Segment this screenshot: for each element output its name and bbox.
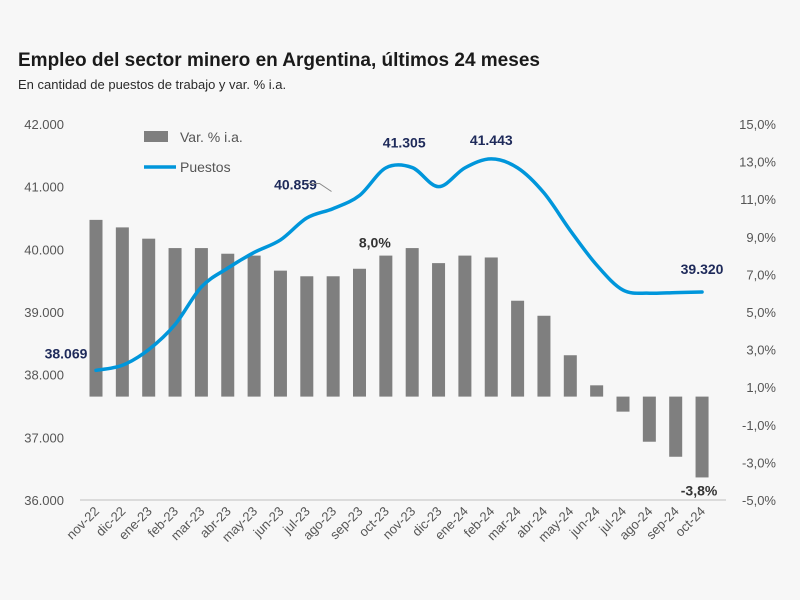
bar (511, 300, 525, 397)
bar (142, 238, 156, 397)
bar (484, 257, 498, 397)
bar-data-label: 8,0% (359, 235, 391, 251)
left-axis-tick: 36.000 (24, 493, 64, 508)
bar (273, 270, 287, 397)
left-axis-tick: 37.000 (24, 430, 64, 445)
left-axis-tick: 41.000 (24, 180, 64, 195)
bar (89, 219, 103, 397)
legend-bar-label: Var. % i.a. (180, 129, 243, 145)
line-data-label: 38.069 (45, 345, 88, 361)
right-axis-tick: 13,0% (739, 155, 776, 170)
bar (590, 385, 604, 397)
right-axis-tick: -3,0% (742, 455, 776, 470)
right-axis-tick: 15,0% (739, 117, 776, 132)
right-axis-tick: 1,0% (746, 380, 776, 395)
left-axis-tick: 39.000 (24, 305, 64, 320)
bar (405, 248, 419, 397)
bar (247, 255, 261, 397)
bar (669, 396, 683, 457)
x-axis-tick: jun-24 (566, 504, 603, 541)
bar (432, 263, 446, 397)
bar (379, 255, 393, 397)
right-axis-tick: -1,0% (742, 418, 776, 433)
bar (221, 253, 235, 397)
bar (616, 396, 630, 412)
left-axis-tick: 38.000 (24, 368, 64, 383)
bar (115, 227, 129, 397)
bar (537, 315, 551, 397)
line-data-label: 41.443 (470, 132, 513, 148)
bar (458, 255, 472, 397)
bar (194, 248, 208, 397)
bar (695, 396, 709, 478)
bar (326, 276, 340, 397)
left-axis-tick: 42.000 (24, 117, 64, 132)
annotation-leader-line (307, 183, 332, 192)
legend-bar-swatch (144, 131, 168, 142)
x-axis-tick: nov-22 (63, 504, 102, 543)
bar (300, 276, 314, 397)
right-axis-tick: -5,0% (742, 493, 776, 508)
right-axis-tick: 5,0% (746, 305, 776, 320)
bar (563, 355, 577, 397)
right-axis-tick: 3,0% (746, 343, 776, 358)
line-series-puestos (94, 157, 704, 373)
bar (353, 268, 366, 397)
line-data-label: 40.859 (274, 177, 317, 193)
x-axis-tick: jun-23 (250, 504, 287, 541)
line-data-label: 39.320 (681, 261, 724, 277)
right-axis-tick: 7,0% (746, 267, 776, 282)
x-axis-tick: oct-24 (672, 504, 708, 540)
left-axis-tick: 40.000 (24, 242, 64, 257)
bar (642, 396, 656, 442)
chart-title: Empleo del sector minero en Argentina, ú… (18, 50, 540, 71)
right-axis-tick: 11,0% (740, 192, 776, 207)
chart-subtitle: En cantidad de puestos de trabajo y var.… (18, 77, 287, 92)
line-data-label: 41.305 (383, 135, 426, 151)
bar-data-label: -3,8% (681, 482, 718, 498)
right-axis-tick: 9,0% (746, 230, 776, 245)
legend-line-label: Puestos (180, 159, 231, 175)
